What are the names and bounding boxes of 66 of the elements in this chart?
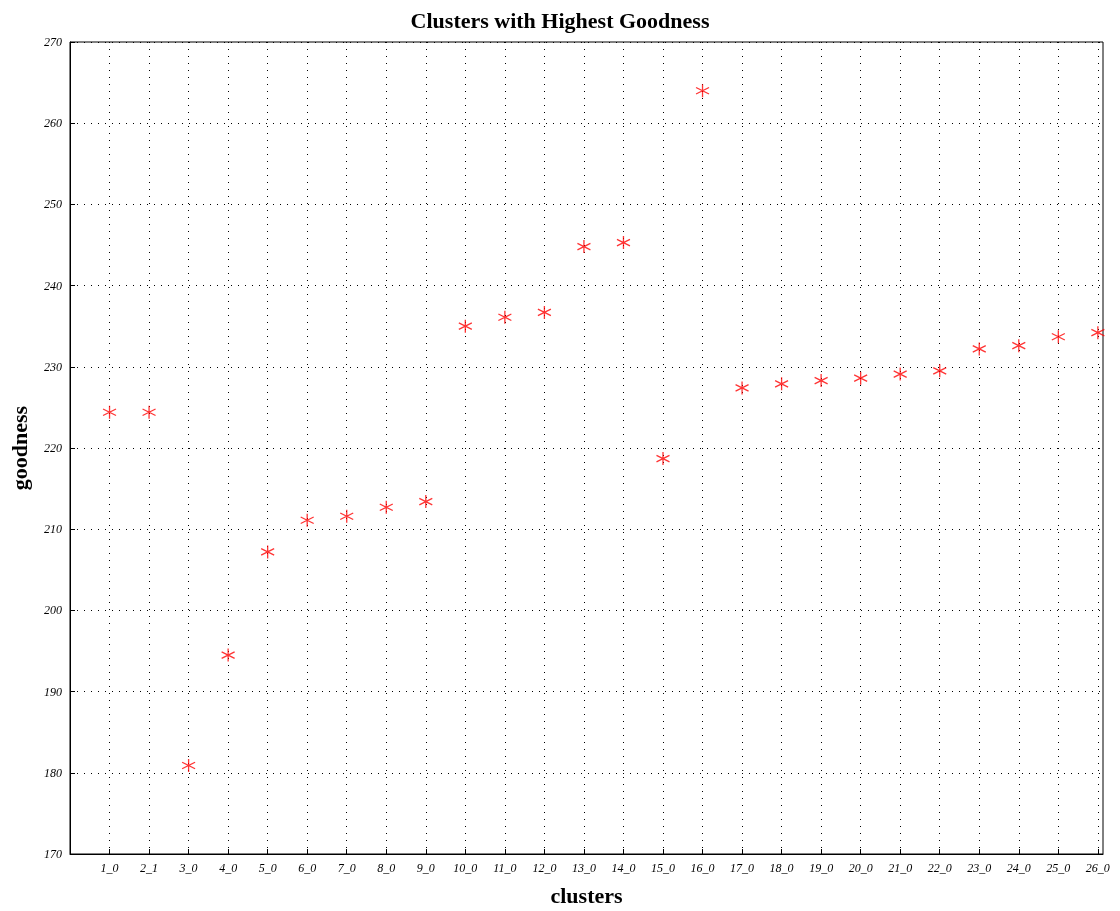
x-tick-label: 18_0	[769, 861, 794, 875]
x-tick-label: 21_0	[888, 861, 913, 875]
x-tick-label: 11_0	[493, 861, 517, 875]
x-tick-label: 10_0	[453, 861, 478, 875]
point	[932, 363, 947, 379]
point	[853, 371, 868, 386]
point	[695, 83, 710, 98]
point	[616, 235, 631, 250]
x-tick-label: 7_0	[337, 861, 356, 875]
chart-title: Clusters with Highest Goodness	[410, 7, 710, 33]
y-tick-label: 260	[44, 116, 62, 131]
point	[339, 509, 354, 524]
point	[655, 451, 671, 466]
x-tick-label: 14_0	[611, 861, 636, 875]
y-tick-label: 210	[44, 522, 62, 537]
x-tick-label: 20_0	[848, 861, 873, 875]
x-tick-label: 9_0	[416, 861, 435, 875]
x-tick-label: 17_0	[730, 861, 755, 875]
x-tick-label: 22_0	[927, 861, 952, 875]
point	[972, 341, 987, 357]
point	[458, 319, 473, 334]
point	[379, 500, 394, 515]
point	[497, 310, 513, 325]
x-tick-label: 24_0	[1006, 861, 1031, 875]
x-tick-label: 2_1	[140, 861, 159, 875]
x-tick-label: 5_0	[258, 861, 277, 875]
x-tick-label: 4_0	[219, 861, 238, 875]
x-tick-label: 3_0	[178, 861, 198, 875]
y-tick-label: 250	[44, 197, 62, 212]
x-tick-label: 8_0	[377, 861, 396, 875]
point	[1090, 325, 1106, 340]
y-tick-label: 200	[44, 603, 62, 618]
x-tick-label: 16_0	[690, 861, 715, 875]
x-tick-label: 6_0	[298, 861, 317, 875]
x-tick-label: 13_0	[571, 861, 596, 875]
y-tick-label: 180	[44, 765, 62, 780]
point	[102, 405, 117, 420]
point	[893, 366, 908, 382]
point	[220, 647, 236, 663]
y-tick-label: 240	[44, 278, 62, 293]
x-tick-label: 15_0	[651, 861, 675, 875]
y-tick-label: 220	[44, 441, 62, 455]
point	[1011, 338, 1026, 353]
point	[813, 373, 829, 388]
point	[260, 544, 275, 560]
y-tick-label: 190	[44, 684, 62, 699]
point	[181, 758, 196, 773]
x-tick-label: 25_0	[1046, 861, 1071, 875]
y-axis-title: goodness	[6, 405, 32, 491]
point	[576, 239, 592, 254]
point	[774, 376, 789, 391]
point	[1051, 329, 1066, 344]
point	[418, 494, 433, 509]
x-tick-label: 1_0	[100, 861, 119, 875]
point	[537, 305, 552, 320]
x-tick-label: 23_0	[967, 861, 992, 875]
point	[300, 513, 315, 528]
x-axis-title: clusters	[550, 882, 623, 908]
point	[734, 380, 750, 396]
y-tick-label: 170	[44, 847, 62, 861]
y-tick-label: 230	[44, 359, 62, 374]
y-tick-label: 270	[44, 35, 62, 49]
x-tick-label: 12_0	[532, 861, 557, 875]
x-tick-label: 19_0	[809, 861, 834, 875]
x-tick-label: 26_0	[1085, 861, 1110, 875]
point	[141, 405, 157, 420]
